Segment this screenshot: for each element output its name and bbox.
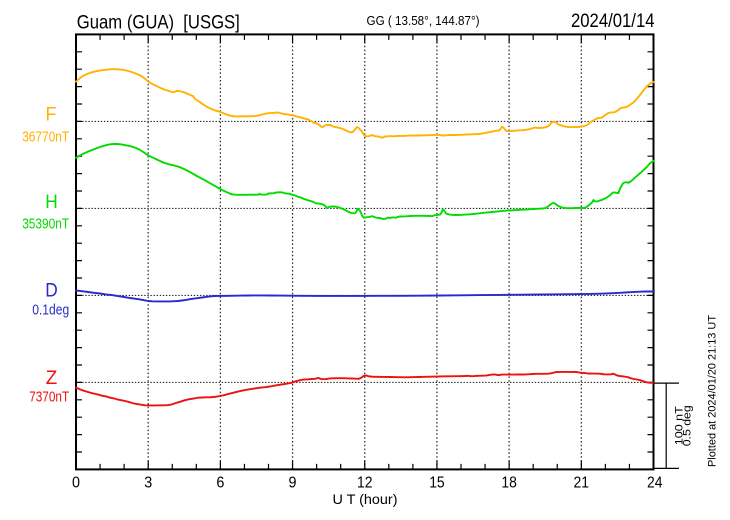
svg-text:0.1deg: 0.1deg [32,303,69,319]
svg-text:6: 6 [216,475,224,492]
svg-text:U T (hour): U T (hour) [333,491,398,507]
svg-text:7370nT: 7370nT [29,390,69,406]
svg-text:35390nT: 35390nT [22,216,69,232]
svg-text:3: 3 [144,475,152,492]
svg-text:12: 12 [357,475,373,492]
svg-text:0: 0 [72,475,80,492]
svg-text:Plotted at 2024/01/20 21:13 UT: Plotted at 2024/01/20 21:13 UT [707,315,719,467]
svg-text:15: 15 [429,475,445,492]
svg-text:9: 9 [289,475,297,492]
svg-text:H: H [45,192,58,213]
svg-text:21: 21 [574,475,590,492]
svg-text:2024/01/14: 2024/01/14 [571,11,655,32]
svg-text:Z: Z [46,368,58,389]
svg-text:F: F [46,105,57,126]
svg-text:24: 24 [647,475,663,492]
svg-text:0.5 deg: 0.5 deg [682,405,694,446]
svg-text:D: D [45,281,58,302]
svg-text:GG ( 13.58°, 144.87°): GG ( 13.58°, 144.87°) [367,13,480,28]
svg-text:Guam (GUA) [USGS]: Guam (GUA) [USGS] [77,12,240,33]
svg-text:36770nT: 36770nT [22,129,69,145]
svg-text:100 nT: 100 nT [673,406,685,445]
svg-text:18: 18 [501,475,517,492]
